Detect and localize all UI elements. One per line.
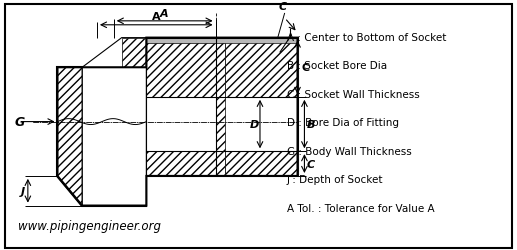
Bar <box>225 152 297 176</box>
Bar <box>146 98 297 152</box>
Text: J : Depth of Socket: J : Depth of Socket <box>286 175 383 185</box>
Text: B : Socket Bore Dia: B : Socket Bore Dia <box>286 61 387 71</box>
Text: D : Bore Dia of Fitting: D : Bore Dia of Fitting <box>286 118 399 128</box>
Text: A Tol. : Tolerance for Value A: A Tol. : Tolerance for Value A <box>286 203 434 213</box>
Text: G: G <box>15 116 25 128</box>
Text: D: D <box>250 120 259 130</box>
Text: A: A <box>152 12 161 22</box>
Bar <box>146 44 216 98</box>
Text: B: B <box>307 120 315 130</box>
Bar <box>216 44 225 152</box>
Text: A: A <box>160 9 169 19</box>
Text: C : Socket Wall Thickness: C : Socket Wall Thickness <box>286 90 419 100</box>
Bar <box>216 44 225 176</box>
Text: C: C <box>301 63 310 73</box>
Text: J: J <box>21 186 25 196</box>
Text: www.pipingengineer.org: www.pipingengineer.org <box>18 219 161 232</box>
Text: C: C <box>279 2 287 12</box>
Polygon shape <box>57 68 82 206</box>
Text: C: C <box>307 159 314 169</box>
Bar <box>146 152 216 176</box>
Bar <box>225 44 297 98</box>
Text: G : Body Wall Thickness: G : Body Wall Thickness <box>286 146 412 156</box>
Polygon shape <box>82 38 146 206</box>
Polygon shape <box>57 38 297 206</box>
Polygon shape <box>121 38 146 68</box>
Text: A : Center to Bottom of Socket: A : Center to Bottom of Socket <box>286 33 446 43</box>
Bar <box>216 44 297 98</box>
